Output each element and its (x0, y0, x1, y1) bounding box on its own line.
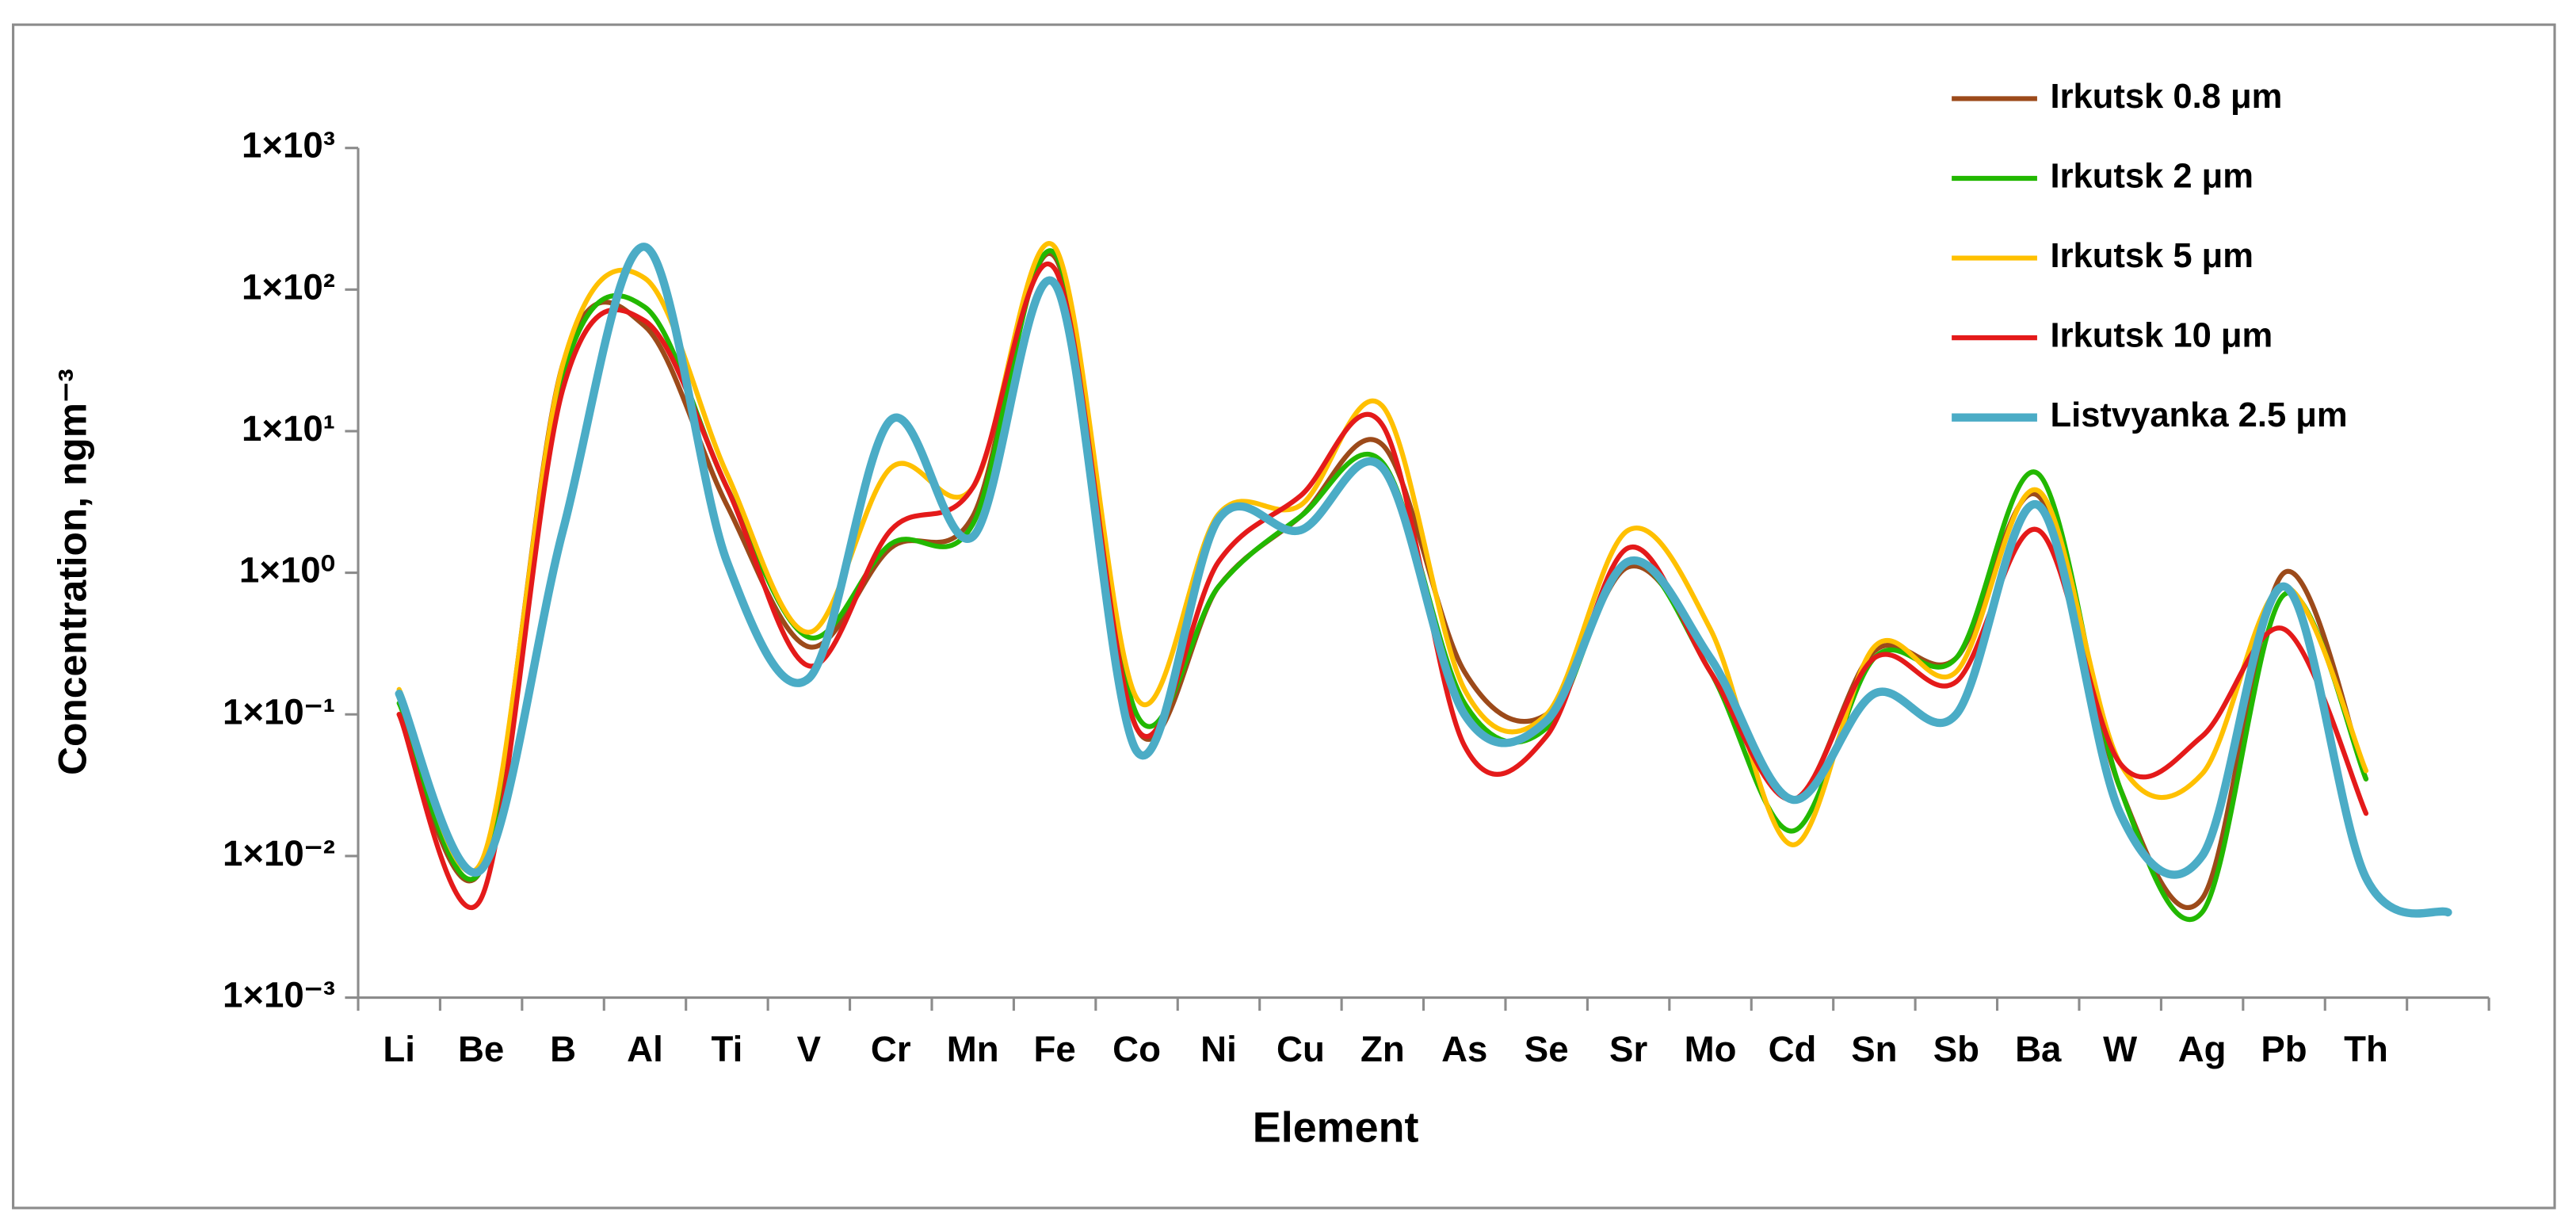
legend-label: Irkutsk 5 μm (2051, 237, 2254, 275)
y-tick-label: 1×10⁻³ (223, 975, 335, 1015)
x-tick-label: Li (383, 1029, 415, 1069)
y-tick-label: 1×10¹ (242, 408, 335, 449)
y-axis-title: Concentration, ngm⁻³ (51, 369, 95, 775)
series-line (395, 243, 2452, 918)
x-tick-label: Ag (2178, 1029, 2227, 1069)
x-tick-label: Ti (712, 1029, 743, 1069)
x-tick-label: As (1441, 1029, 1487, 1069)
y-tick-label: 1×10⁰ (239, 550, 335, 591)
x-tick-label: Ba (2015, 1029, 2062, 1069)
x-tick-label: Sr (1609, 1029, 1647, 1069)
x-tick-label: B (550, 1029, 576, 1069)
x-axis-title: Element (1253, 1104, 1419, 1152)
y-tick-label: 1×10⁻¹ (223, 691, 335, 732)
x-tick-label: Co (1112, 1029, 1161, 1069)
y-tick-label: 1×10³ (242, 125, 335, 166)
y-tick-label: 1×10⁻² (223, 833, 335, 874)
x-tick-label: Th (2344, 1029, 2388, 1069)
x-tick-label: Pb (2261, 1029, 2307, 1069)
x-tick-label: Se (1525, 1029, 1569, 1069)
x-tick-label: Be (458, 1029, 504, 1069)
legend-label: Irkutsk 0.8 μm (2051, 78, 2283, 116)
x-tick-label: Zn (1361, 1029, 1405, 1069)
x-tick-label: W (2103, 1029, 2137, 1069)
x-tick-label: Cu (1277, 1029, 1325, 1069)
x-tick-label: Sn (1851, 1029, 1897, 1069)
x-tick-label: Al (627, 1029, 663, 1069)
x-tick-label: Ni (1200, 1029, 1237, 1069)
x-tick-label: Cr (871, 1029, 911, 1069)
x-tick-label: Sb (1933, 1029, 1979, 1069)
legend-label: Listvyanka 2.5 μm (2051, 396, 2348, 434)
chart-frame (12, 23, 2556, 1210)
legend-label: Irkutsk 2 μm (2051, 157, 2254, 195)
x-tick-label: Mn (947, 1029, 999, 1069)
legend-label: Irkutsk 10 μm (2051, 317, 2273, 355)
x-tick-label: V (797, 1029, 822, 1069)
x-tick-label: Cd (1769, 1029, 1817, 1069)
y-tick-label: 1×10² (242, 266, 335, 307)
x-tick-label: Mo (1685, 1029, 1737, 1069)
x-tick-label: Fe (1034, 1029, 1076, 1069)
